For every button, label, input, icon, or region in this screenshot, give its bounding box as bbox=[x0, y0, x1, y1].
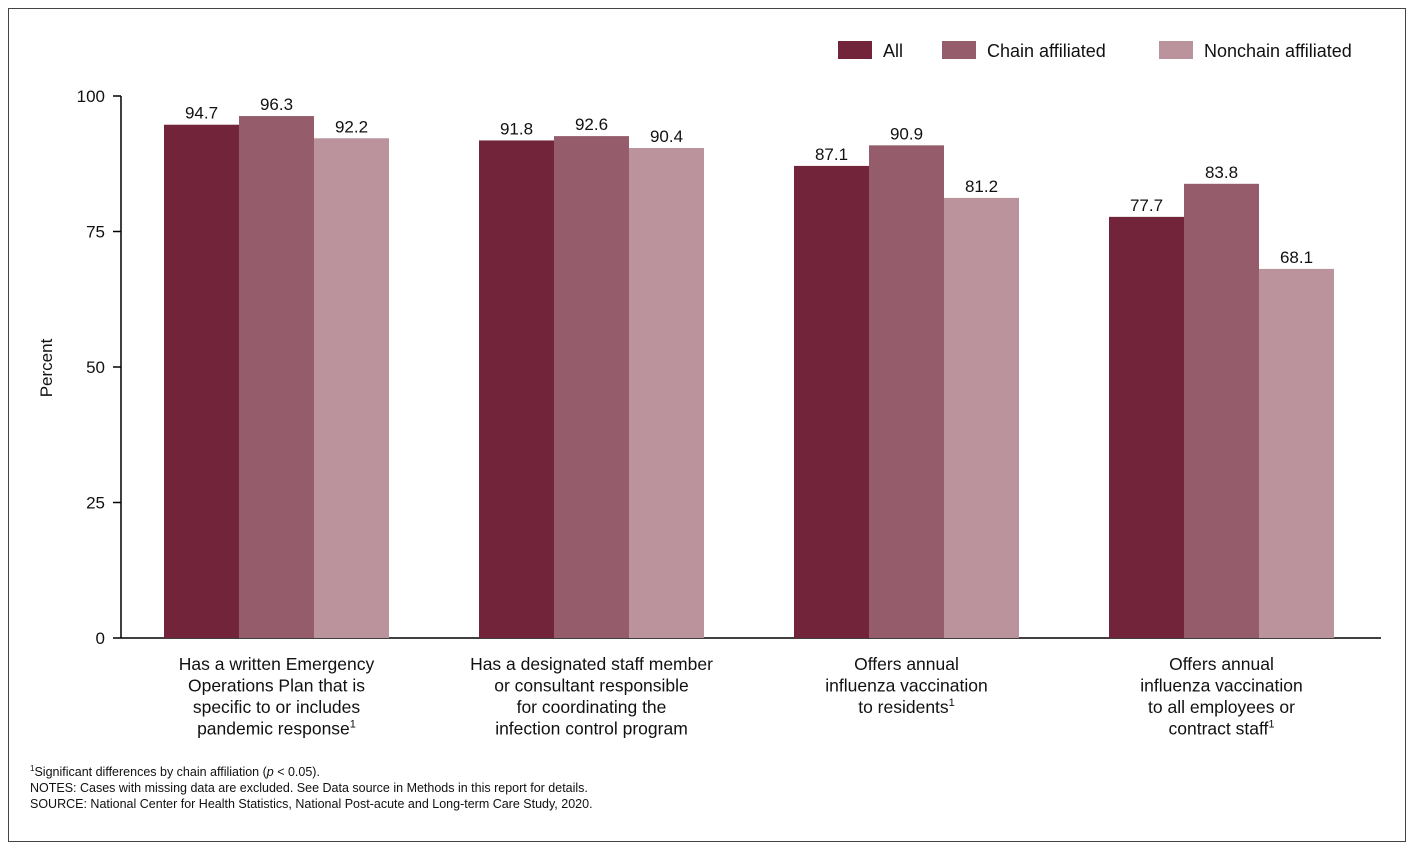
legend: All Chain affiliated Nonchain affiliated bbox=[838, 41, 1352, 61]
footnote-notes: NOTES: Cases with missing data are exclu… bbox=[30, 781, 588, 795]
bar-value-label: 68.1 bbox=[1280, 248, 1313, 267]
bars bbox=[164, 116, 1334, 639]
bar bbox=[1259, 268, 1334, 638]
legend-label: Chain affiliated bbox=[987, 41, 1106, 61]
footnote-marker: 1 bbox=[30, 763, 35, 773]
bar bbox=[629, 148, 704, 639]
bar-value-label: 96.3 bbox=[260, 95, 293, 114]
legend-swatch bbox=[1159, 41, 1193, 59]
bar bbox=[239, 116, 314, 638]
footnote-text: Significant differences by chain affilia… bbox=[34, 765, 267, 779]
bar bbox=[944, 197, 1019, 638]
y-tick-label: 50 bbox=[86, 358, 105, 377]
y-tick-label: 75 bbox=[86, 223, 105, 242]
category-label: Offers annual influenza vaccination to all… bbox=[1140, 654, 1302, 739]
y-tick-label: 0 bbox=[96, 629, 105, 648]
category-label: Has a designated staff member or consulta… bbox=[470, 654, 713, 739]
legend-label: All bbox=[883, 41, 903, 61]
bar-value-label: 87.1 bbox=[815, 145, 848, 164]
footnote-source: SOURCE: National Center for Health Stati… bbox=[30, 797, 593, 811]
bar bbox=[1184, 183, 1259, 638]
footnote-text-end: < 0.05). bbox=[273, 765, 320, 779]
bar-value-label: 92.6 bbox=[575, 115, 608, 134]
y-axis: 0 25 50 75 100 bbox=[77, 87, 122, 648]
bar-value-label: 81.2 bbox=[965, 177, 998, 196]
bar bbox=[1109, 216, 1184, 638]
bar-value-label: 90.9 bbox=[890, 124, 923, 143]
legend-swatch bbox=[942, 41, 976, 59]
bar bbox=[794, 165, 869, 638]
bar bbox=[554, 136, 629, 638]
legend-swatch bbox=[838, 41, 872, 59]
footnotes: 1Significant differences by chain affili… bbox=[30, 764, 593, 812]
y-tick-label: 100 bbox=[77, 87, 105, 106]
legend-label: Nonchain affiliated bbox=[1204, 41, 1352, 61]
bar bbox=[164, 124, 239, 638]
bar-value-label: 90.4 bbox=[650, 127, 683, 146]
bar-value-label: 77.7 bbox=[1130, 196, 1163, 215]
bar-value-label: 92.2 bbox=[335, 117, 368, 136]
category-labels: Has a written Emergency Operations Plan t… bbox=[179, 654, 1303, 739]
footnote-p: p bbox=[266, 765, 274, 779]
bar bbox=[314, 138, 389, 638]
footnote-significance: 1Significant differences by chain affili… bbox=[30, 764, 593, 780]
bar bbox=[869, 145, 944, 638]
category-label: Has a written Emergency Operations Plan t… bbox=[179, 654, 375, 739]
bar-value-label: 91.8 bbox=[500, 119, 533, 138]
y-axis-title: Percent bbox=[37, 338, 56, 397]
value-labels: 94.7 91.8 87.1 77.7 96.3 92.6 90.9 83.8 92.2 90.4… bbox=[185, 95, 1313, 267]
y-tick-label: 25 bbox=[86, 494, 105, 513]
bar-value-label: 83.8 bbox=[1205, 163, 1238, 182]
bar bbox=[479, 140, 554, 638]
category-label: Offers annual influenza vaccination to res… bbox=[825, 654, 987, 717]
bar-value-label: 94.7 bbox=[185, 104, 218, 123]
